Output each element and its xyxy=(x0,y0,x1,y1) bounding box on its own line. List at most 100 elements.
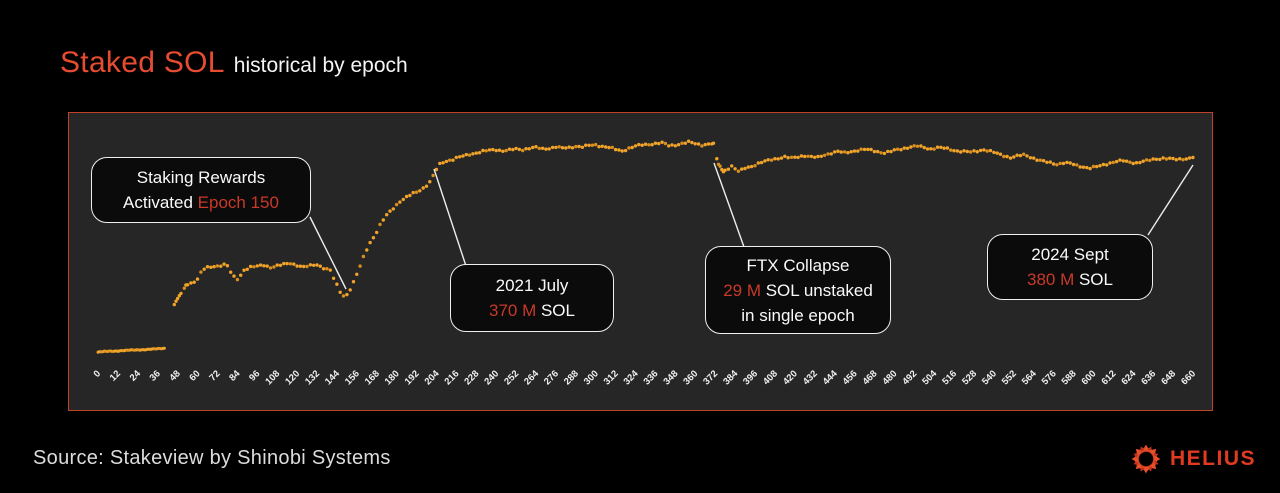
data-point xyxy=(471,152,475,156)
data-point xyxy=(650,143,654,147)
data-point xyxy=(949,148,953,152)
x-tick-label-96: 96 xyxy=(247,368,262,383)
x-tick-label-216: 216 xyxy=(442,368,461,387)
data-point xyxy=(341,294,346,298)
data-point xyxy=(1168,156,1172,160)
data-point xyxy=(982,148,986,152)
data-point xyxy=(441,161,445,165)
data-point xyxy=(1154,157,1159,161)
x-tick-label-252: 252 xyxy=(502,368,521,387)
data-point xyxy=(1191,155,1195,160)
data-point xyxy=(1035,158,1039,162)
data-point xyxy=(242,268,246,272)
data-point xyxy=(574,144,578,149)
annotation-july-2021: 2021 July 370 M SOL xyxy=(450,264,614,332)
data-point xyxy=(521,148,525,153)
data-point xyxy=(866,147,870,152)
data-point xyxy=(504,148,508,153)
x-tick-label-156: 156 xyxy=(343,368,362,387)
data-point xyxy=(1061,161,1066,166)
data-point xyxy=(607,145,611,150)
data-point xyxy=(1068,161,1072,165)
data-point xyxy=(494,148,498,153)
data-point xyxy=(554,145,558,150)
data-point xyxy=(225,264,230,268)
data-point xyxy=(1118,158,1122,162)
data-point xyxy=(753,164,757,168)
data-point xyxy=(789,155,794,159)
x-tick-label-204: 204 xyxy=(423,368,442,387)
x-tick-label-396: 396 xyxy=(741,368,760,387)
data-point xyxy=(915,144,920,148)
data-point xyxy=(378,222,382,227)
data-point xyxy=(1055,163,1059,167)
data-point xyxy=(786,156,790,160)
data-point xyxy=(212,265,216,269)
data-point xyxy=(348,288,352,292)
data-point xyxy=(209,265,213,269)
data-point xyxy=(1008,156,1013,160)
data-point xyxy=(511,147,515,152)
data-point xyxy=(172,302,176,307)
x-tick-label-300: 300 xyxy=(582,368,601,387)
data-point xyxy=(584,143,588,147)
data-point xyxy=(454,155,458,160)
data-point xyxy=(514,146,518,151)
data-point xyxy=(534,145,538,149)
data-point xyxy=(305,264,309,269)
data-point xyxy=(282,261,286,266)
x-tick-label-492: 492 xyxy=(900,368,919,387)
data-point xyxy=(391,207,395,211)
x-tick-label-264: 264 xyxy=(522,368,541,387)
x-tick-label-432: 432 xyxy=(801,368,820,387)
data-point xyxy=(229,270,233,274)
page-title: Staked SOL historical by epoch xyxy=(60,46,408,80)
data-point xyxy=(567,145,571,149)
data-point xyxy=(1002,154,1006,159)
data-point xyxy=(998,152,1003,156)
data-point xyxy=(919,144,923,148)
data-point xyxy=(637,142,641,147)
annotation-line: Staking Rewards xyxy=(137,165,266,190)
x-tick-label-228: 228 xyxy=(462,368,481,387)
data-point xyxy=(746,165,750,169)
data-point xyxy=(1088,166,1092,171)
x-tick-label-624: 624 xyxy=(1119,368,1138,387)
data-point xyxy=(414,190,419,194)
data-point xyxy=(540,146,545,150)
data-point xyxy=(1081,165,1086,169)
data-point xyxy=(365,248,369,252)
data-point xyxy=(630,145,634,150)
sunburst-ray-small xyxy=(1140,446,1145,452)
annotation-line: in single epoch xyxy=(741,303,854,328)
sunburst-ray-small xyxy=(1147,466,1152,472)
data-point xyxy=(358,264,362,268)
data-point xyxy=(992,150,996,155)
data-point xyxy=(856,149,860,153)
data-point xyxy=(718,164,722,168)
data-point xyxy=(355,272,359,276)
data-point xyxy=(1171,156,1175,161)
data-point xyxy=(404,194,409,199)
annotation-pointer-sept-2024 xyxy=(1147,164,1194,236)
x-tick-label-144: 144 xyxy=(323,368,342,387)
data-point xyxy=(1071,162,1076,167)
data-point xyxy=(537,146,541,151)
x-tick-label-540: 540 xyxy=(980,368,999,387)
data-point xyxy=(255,264,259,268)
annotation-text: 2021 July xyxy=(495,276,569,295)
series-segment-0 xyxy=(96,346,166,354)
data-point xyxy=(715,157,719,161)
data-point xyxy=(1178,157,1182,161)
x-tick-label-108: 108 xyxy=(263,368,282,387)
x-tick-label-660: 660 xyxy=(1179,368,1198,387)
data-point xyxy=(424,184,429,188)
data-point xyxy=(345,292,349,297)
data-point xyxy=(1124,159,1129,163)
data-point xyxy=(215,264,220,268)
data-point xyxy=(763,159,767,163)
data-point xyxy=(202,267,206,271)
data-point xyxy=(474,151,478,155)
x-tick-label-168: 168 xyxy=(363,368,382,387)
data-point xyxy=(623,148,628,153)
